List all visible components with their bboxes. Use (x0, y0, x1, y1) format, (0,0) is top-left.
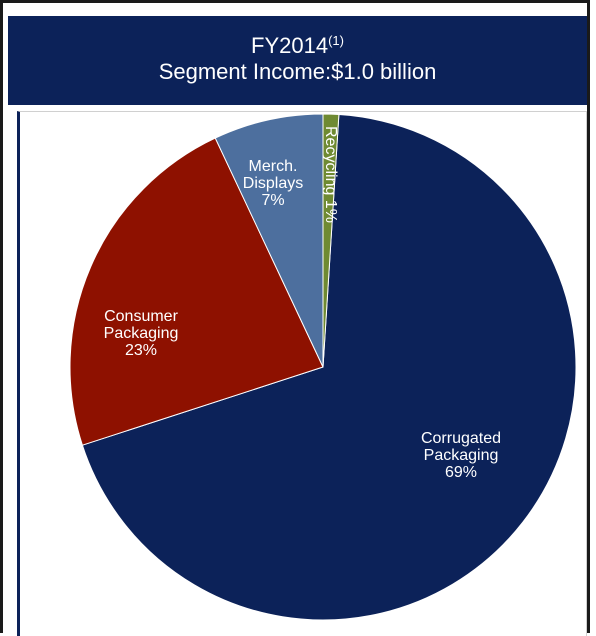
pie-slice-recycling (322, 113, 340, 368)
slice-name-label: Recycling 1% (322, 126, 339, 223)
slice-name-label: Merch. (249, 158, 298, 175)
slice-value-label: 69% (445, 464, 477, 481)
slice-value-label: 7% (261, 192, 284, 209)
pie-chart: CorrugatedPackaging69%ConsumerPackaging2… (69, 113, 577, 621)
chart-title-text: FY2014 (251, 33, 329, 58)
chart-title: FY2014(1) (8, 33, 587, 59)
pie-slice-consumer-packaging (69, 137, 324, 446)
pie-slice-merch-displays (214, 113, 324, 368)
chart-title-footnote: (1) (328, 33, 344, 48)
slice-value-label: 23% (125, 342, 157, 359)
slice-label-recycling: Recycling 1% (322, 126, 339, 223)
chart-panel: Corrugated Packaging 69% Consumer Packaging 2… (17, 111, 587, 636)
chart-subtitle: Segment Income:$1.0 billion (158, 59, 437, 84)
slice-name-label: Packaging (104, 325, 179, 342)
chart-header: FY2014(1) Segment Income:$1.0 billion (8, 16, 587, 105)
slice-name-label: Corrugated (421, 430, 501, 447)
pie-slice-corrugated-packaging (81, 113, 577, 621)
slice-name-label: Packaging (424, 447, 499, 464)
slice-name-label: Consumer (104, 308, 178, 325)
slice-name-label: Displays (243, 175, 303, 192)
